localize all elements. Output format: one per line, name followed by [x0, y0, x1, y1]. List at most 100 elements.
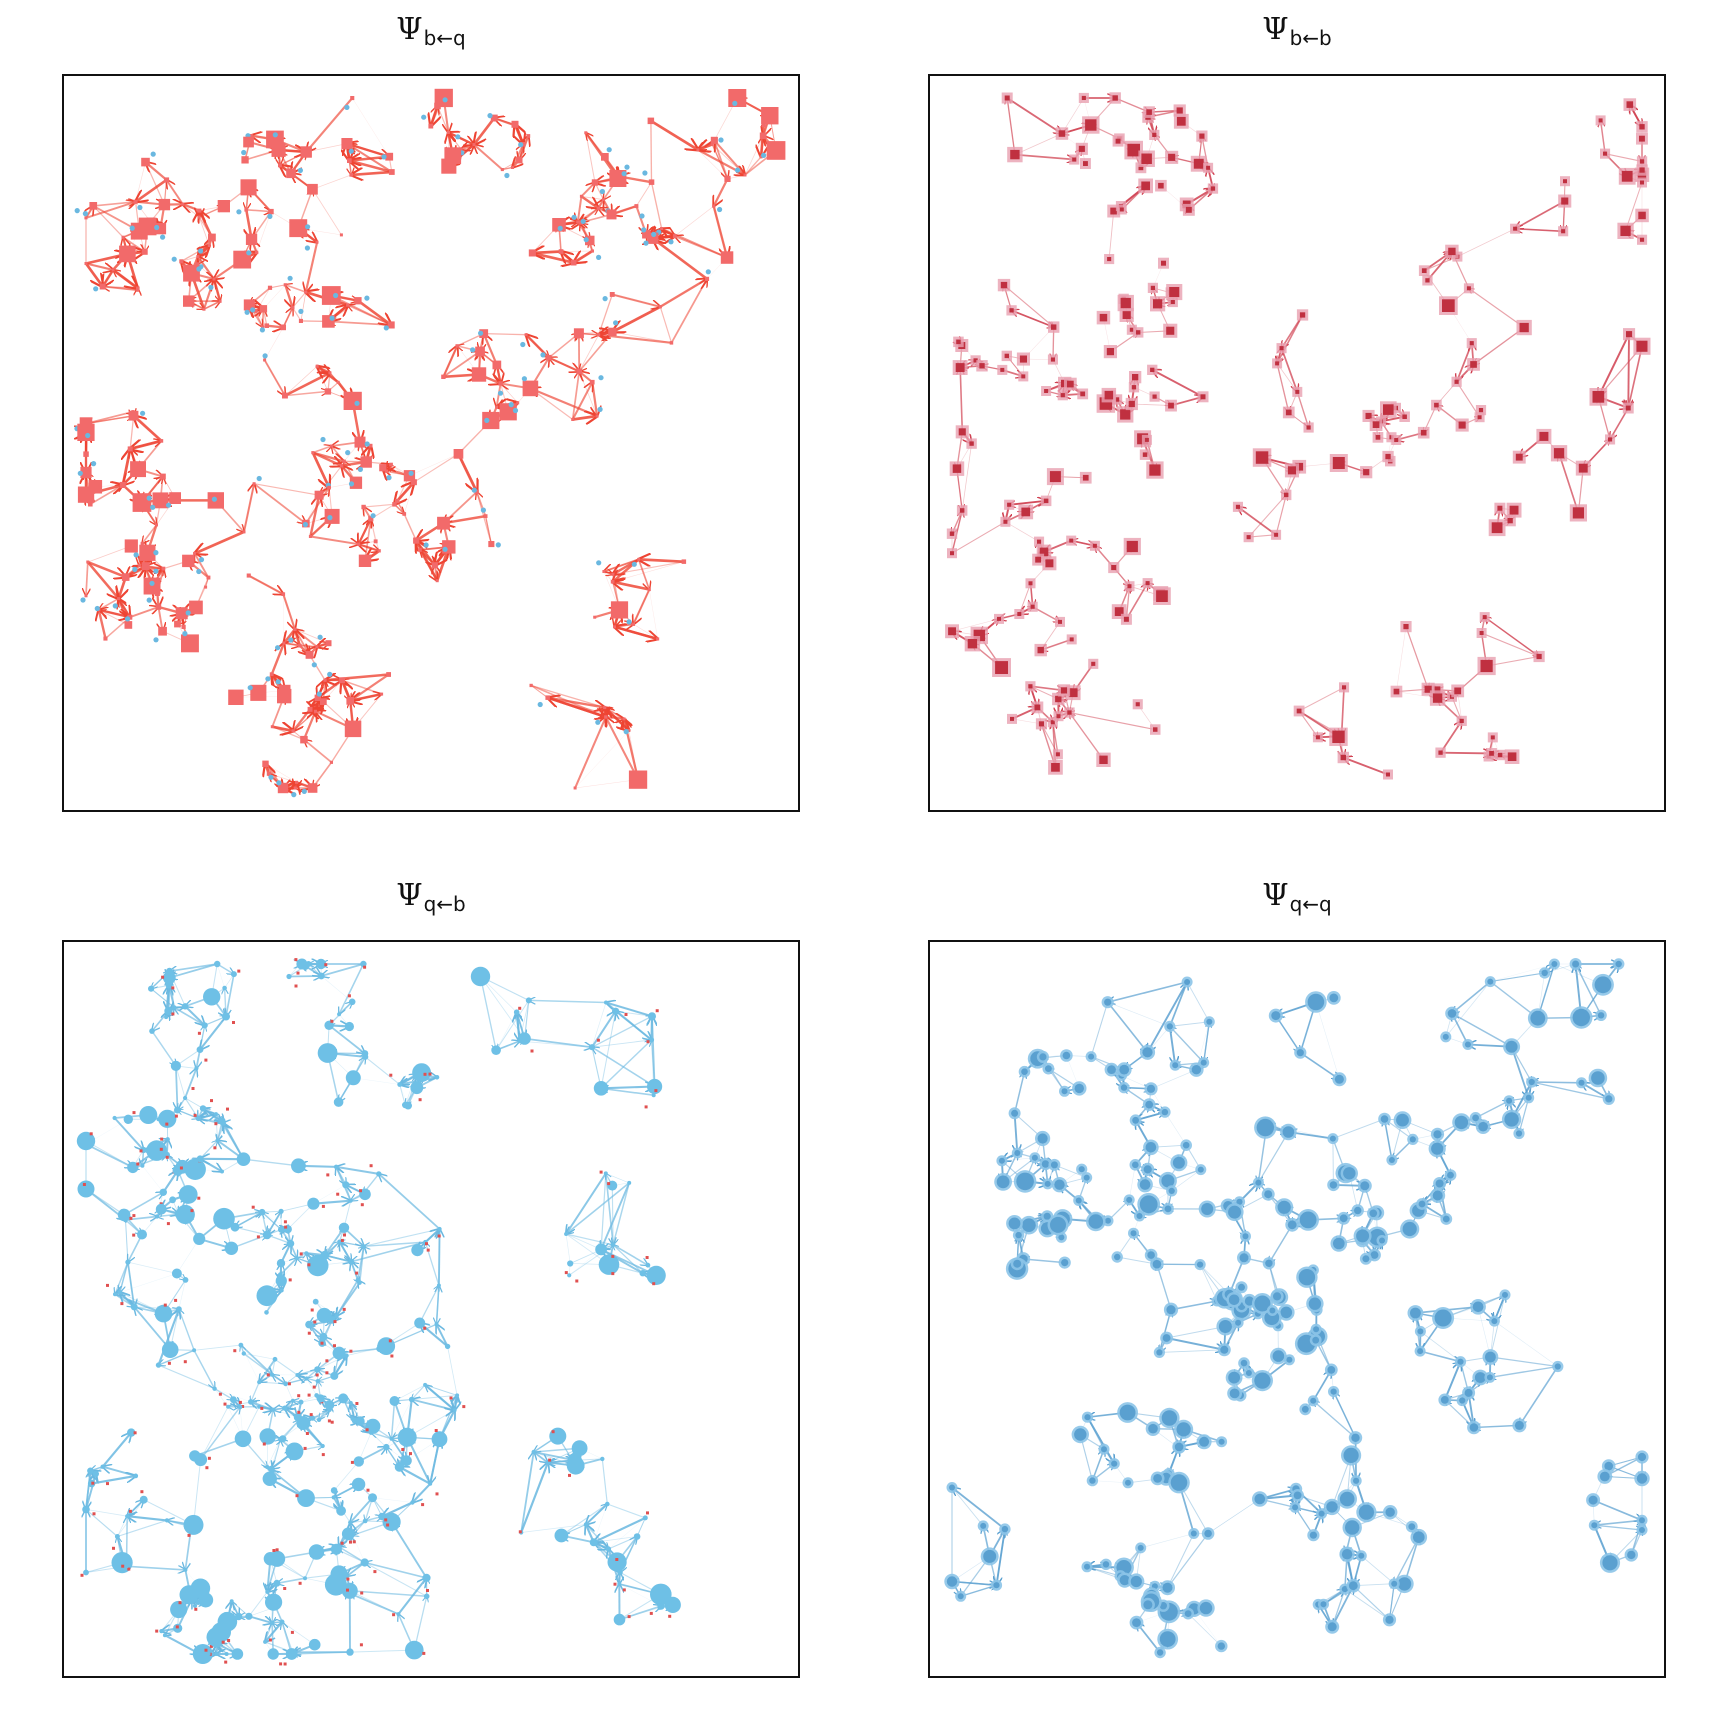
- node-circle: [1380, 1115, 1389, 1123]
- edge-arrow: [85, 415, 134, 425]
- node-square: [197, 215, 201, 219]
- node-square: [609, 292, 615, 297]
- source-node-dot: [197, 1196, 201, 1200]
- node-square: [601, 198, 605, 202]
- node-circle: [400, 1455, 412, 1467]
- node-circle: [161, 1341, 179, 1358]
- source-node-dot: [504, 172, 510, 179]
- source-node-dot: [208, 284, 214, 290]
- node-circle: [155, 1203, 167, 1215]
- node-circle: [1312, 1336, 1320, 1344]
- node-circle: [1156, 1349, 1163, 1356]
- edge-arrow: [183, 204, 200, 210]
- node-circle: [337, 1012, 342, 1017]
- node-circle: [1156, 1649, 1164, 1656]
- edge-arrow: [243, 484, 254, 533]
- edge-arrow: [302, 711, 316, 741]
- edge-arrow: [437, 1286, 439, 1325]
- node-circle: [1487, 978, 1494, 985]
- edge-arrow: [444, 514, 486, 523]
- node-square: [1394, 438, 1399, 442]
- node-circle: [270, 1606, 275, 1611]
- node-circle: [423, 1382, 428, 1387]
- edge-arrow: [288, 976, 321, 977]
- edge-arrow: [127, 1262, 135, 1307]
- node-circle: [1031, 1154, 1038, 1161]
- panel-title: Ψb←b: [928, 12, 1666, 62]
- node-circle: [589, 1538, 598, 1547]
- node-circle: [1472, 1114, 1479, 1122]
- source-node-dot: [272, 1549, 276, 1552]
- source-node-dot: [77, 470, 83, 476]
- node-square: [490, 114, 498, 122]
- node-square: [710, 142, 714, 146]
- source-node-dot: [153, 637, 159, 643]
- source-node-dot: [343, 1233, 346, 1237]
- node-square: [154, 222, 167, 235]
- source-node-dot: [471, 487, 477, 493]
- node-square: [329, 760, 333, 764]
- source-node-dot: [288, 1278, 292, 1282]
- node-circle: [436, 1283, 441, 1288]
- node-square: [573, 786, 577, 790]
- node-square: [510, 165, 514, 169]
- node-circle: [171, 1268, 182, 1279]
- source-node-dot: [224, 1660, 228, 1664]
- node-square: [1043, 498, 1049, 504]
- node-square: [195, 262, 200, 267]
- node-circle: [156, 1117, 161, 1122]
- node-square: [1210, 186, 1216, 191]
- node-square: [1287, 466, 1296, 475]
- edge-arrow: [127, 1261, 134, 1307]
- node-square: [1383, 404, 1394, 415]
- edge-arrow: [312, 174, 352, 190]
- node-circle: [422, 1573, 431, 1582]
- edge-arrow: [142, 1165, 164, 1193]
- network-plot-frame: [62, 74, 800, 812]
- node-circle: [554, 1528, 569, 1543]
- node-circle: [315, 1379, 320, 1384]
- source-node-dot: [268, 774, 274, 780]
- edge-arrow: [1186, 981, 1210, 1023]
- source-node-dot: [160, 234, 166, 240]
- node-square: [1478, 408, 1484, 413]
- edge-arrow: [1003, 284, 1054, 327]
- node-circle: [470, 966, 491, 987]
- node-circle: [408, 1396, 415, 1403]
- edge-arrow: [350, 1497, 374, 1523]
- edge-arrow: [98, 608, 130, 617]
- node-square: [1004, 353, 1009, 359]
- node-circle: [1442, 1215, 1450, 1223]
- node-circle: [308, 1544, 325, 1560]
- node-square: [1144, 437, 1149, 442]
- node-circle: [1554, 1363, 1561, 1370]
- network-plot-frame: [62, 940, 800, 1678]
- node-square: [471, 367, 487, 382]
- node-circle: [1478, 1121, 1488, 1132]
- source-node-dot: [583, 237, 589, 243]
- node-square: [1295, 462, 1304, 471]
- edge-arrow: [524, 1037, 592, 1048]
- source-node-dot: [191, 1087, 195, 1090]
- source-node-dot: [602, 296, 608, 302]
- edge-arrow: [391, 1399, 412, 1439]
- source-node-dot: [284, 1225, 288, 1229]
- edge-arrow: [122, 236, 144, 252]
- node-circle: [113, 1292, 117, 1297]
- source-node-dot: [175, 1625, 179, 1629]
- node-square: [743, 173, 747, 177]
- node-square: [356, 542, 361, 546]
- node-square: [83, 451, 89, 457]
- node-circle: [286, 973, 292, 980]
- source-node-dot: [106, 1283, 109, 1287]
- node-circle: [1299, 1211, 1317, 1229]
- node-square: [628, 770, 648, 789]
- node-square: [1114, 607, 1124, 616]
- source-node-dot: [237, 969, 241, 973]
- node-square: [282, 641, 286, 645]
- edge-arrow: [200, 1406, 229, 1460]
- node-square: [1459, 718, 1464, 723]
- source-node-dot: [302, 521, 308, 528]
- source-node-dot: [283, 1587, 287, 1590]
- node-circle: [133, 1473, 139, 1479]
